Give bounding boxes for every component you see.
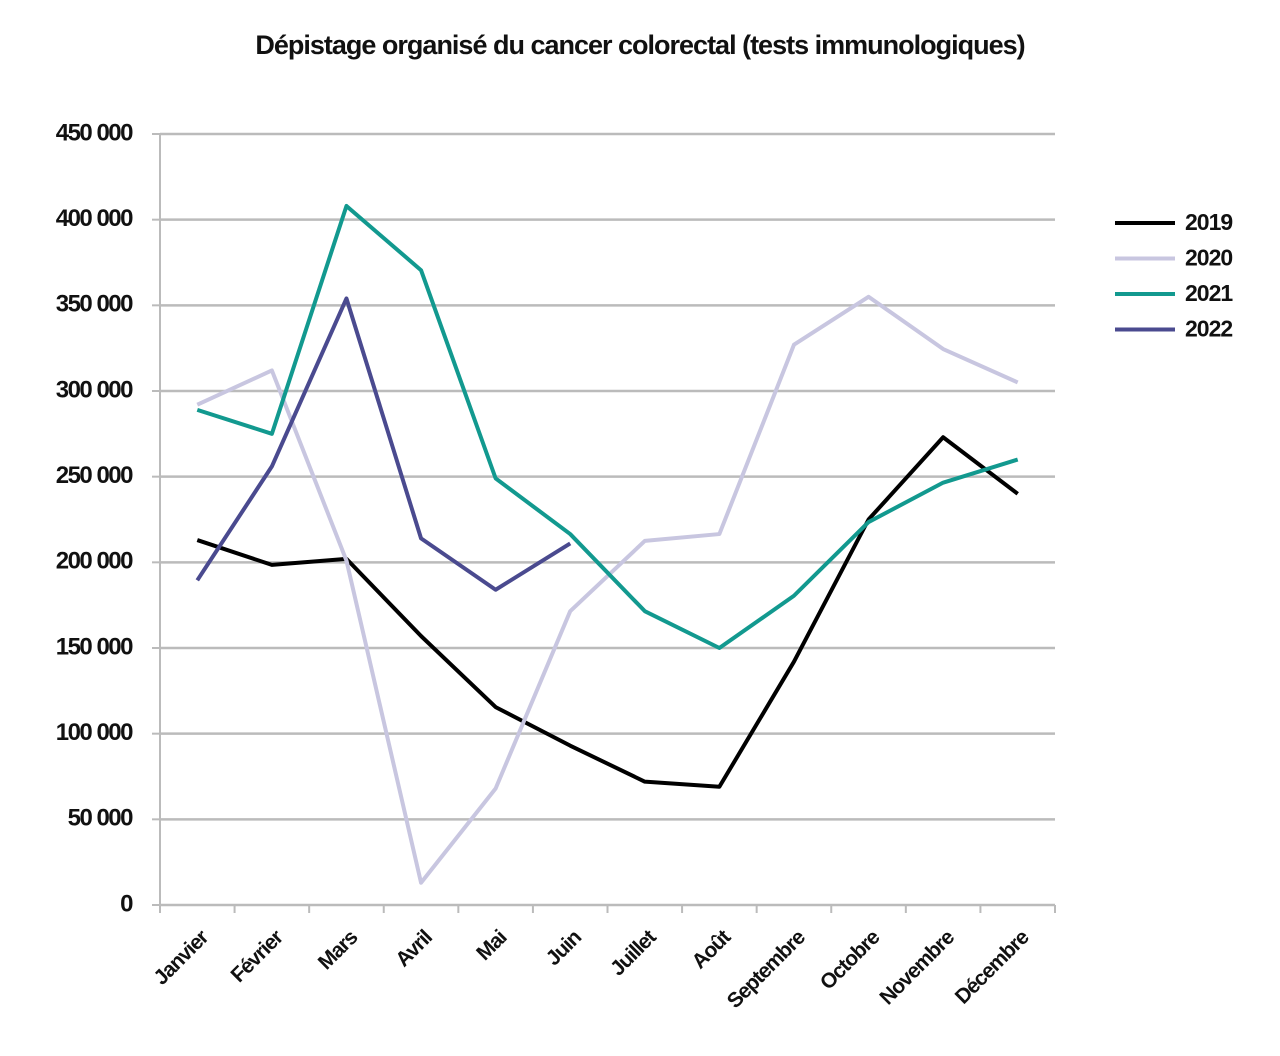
y-tick-label: 200 000 xyxy=(56,548,133,575)
y-tick-label: 450 000 xyxy=(56,119,133,146)
legend-label: 2021 xyxy=(1185,280,1233,306)
series-line xyxy=(195,296,572,592)
x-tick-label: Décembre xyxy=(951,926,1034,1009)
x-tick-label: Juin xyxy=(542,926,586,970)
x-tick-label: Octobre xyxy=(816,926,884,994)
x-tick-label: Septembre xyxy=(723,926,810,1013)
x-tick-label: Juillet xyxy=(606,925,661,980)
y-tick-label: 400 000 xyxy=(56,205,133,232)
y-tick-label: 150 000 xyxy=(56,633,133,660)
y-tick-label: 300 000 xyxy=(56,376,133,403)
series-line xyxy=(196,294,1019,885)
chart-title: Dépistage organisé du cancer colorectal … xyxy=(255,30,1024,60)
legend-label: 2020 xyxy=(1185,245,1232,271)
x-tick-label: Janvier xyxy=(149,926,213,990)
x-tick-label: Mars xyxy=(314,926,362,974)
x-tick-label: Août xyxy=(688,925,736,973)
series-line xyxy=(196,435,1019,789)
y-tick-label: 250 000 xyxy=(56,462,133,489)
x-tick-label: Avril xyxy=(391,926,436,971)
y-tick-label: 0 xyxy=(120,890,133,917)
legend-label: 2022 xyxy=(1185,316,1232,342)
legend-label: 2019 xyxy=(1185,209,1232,235)
x-tick-label: Novembre xyxy=(875,926,958,1009)
y-tick-label: 50 000 xyxy=(68,805,134,832)
series-line xyxy=(196,203,1019,650)
y-tick-label: 100 000 xyxy=(56,719,133,746)
x-tick-label: Février xyxy=(226,926,287,987)
y-tick-label: 350 000 xyxy=(56,291,133,318)
x-tick-label: Mai xyxy=(472,926,511,965)
